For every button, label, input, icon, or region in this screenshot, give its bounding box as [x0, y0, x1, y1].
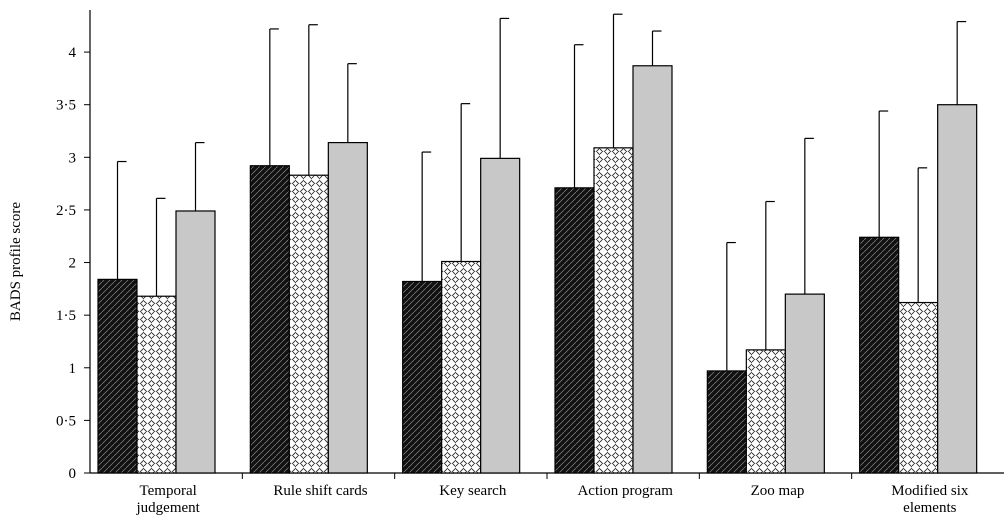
category-label: Rule shift cards — [273, 483, 367, 499]
bar — [898, 301, 939, 474]
error-bars — [116, 13, 967, 371]
y-tick-label: 0·5 — [56, 413, 76, 429]
y-tick-label: 4 — [69, 45, 77, 61]
bar — [784, 293, 825, 474]
bar — [480, 157, 521, 474]
bar — [859, 236, 900, 474]
y-tick-label: 2·5 — [56, 203, 76, 219]
bar — [441, 260, 482, 474]
category-label: judgement — [136, 500, 201, 516]
y-tick-label: 0 — [69, 466, 77, 482]
bar — [175, 210, 216, 474]
bar — [97, 278, 138, 474]
bar — [937, 104, 978, 474]
axes — [84, 10, 1004, 479]
bar — [554, 187, 595, 474]
category-label: Modified six — [891, 483, 969, 499]
bar — [402, 280, 443, 474]
bar — [288, 174, 329, 474]
bars — [97, 65, 978, 474]
bar — [249, 165, 290, 474]
bar — [136, 295, 177, 474]
y-tick-label: 3·5 — [56, 98, 76, 114]
category-label: elements — [903, 500, 956, 516]
category-label: Temporal — [140, 483, 197, 499]
bar — [632, 65, 673, 474]
bar — [593, 147, 634, 474]
category-label: Zoo map — [751, 483, 805, 499]
y-axis-label: BADS profile score — [8, 202, 24, 321]
category-label: Key search — [439, 483, 507, 499]
y-tick-label: 1·5 — [56, 308, 76, 324]
category-label: Action program — [577, 483, 673, 499]
bar — [327, 141, 368, 474]
y-tick-label: 1 — [69, 361, 77, 377]
bar — [706, 370, 747, 474]
bar — [745, 349, 786, 474]
y-tick-label: 2 — [69, 256, 77, 272]
y-tick-label: 3 — [69, 150, 77, 166]
labels: 0 0·5 1 1·5 2 2·5 3 3·5 4 BADS profile score Tempo… — [8, 45, 969, 516]
